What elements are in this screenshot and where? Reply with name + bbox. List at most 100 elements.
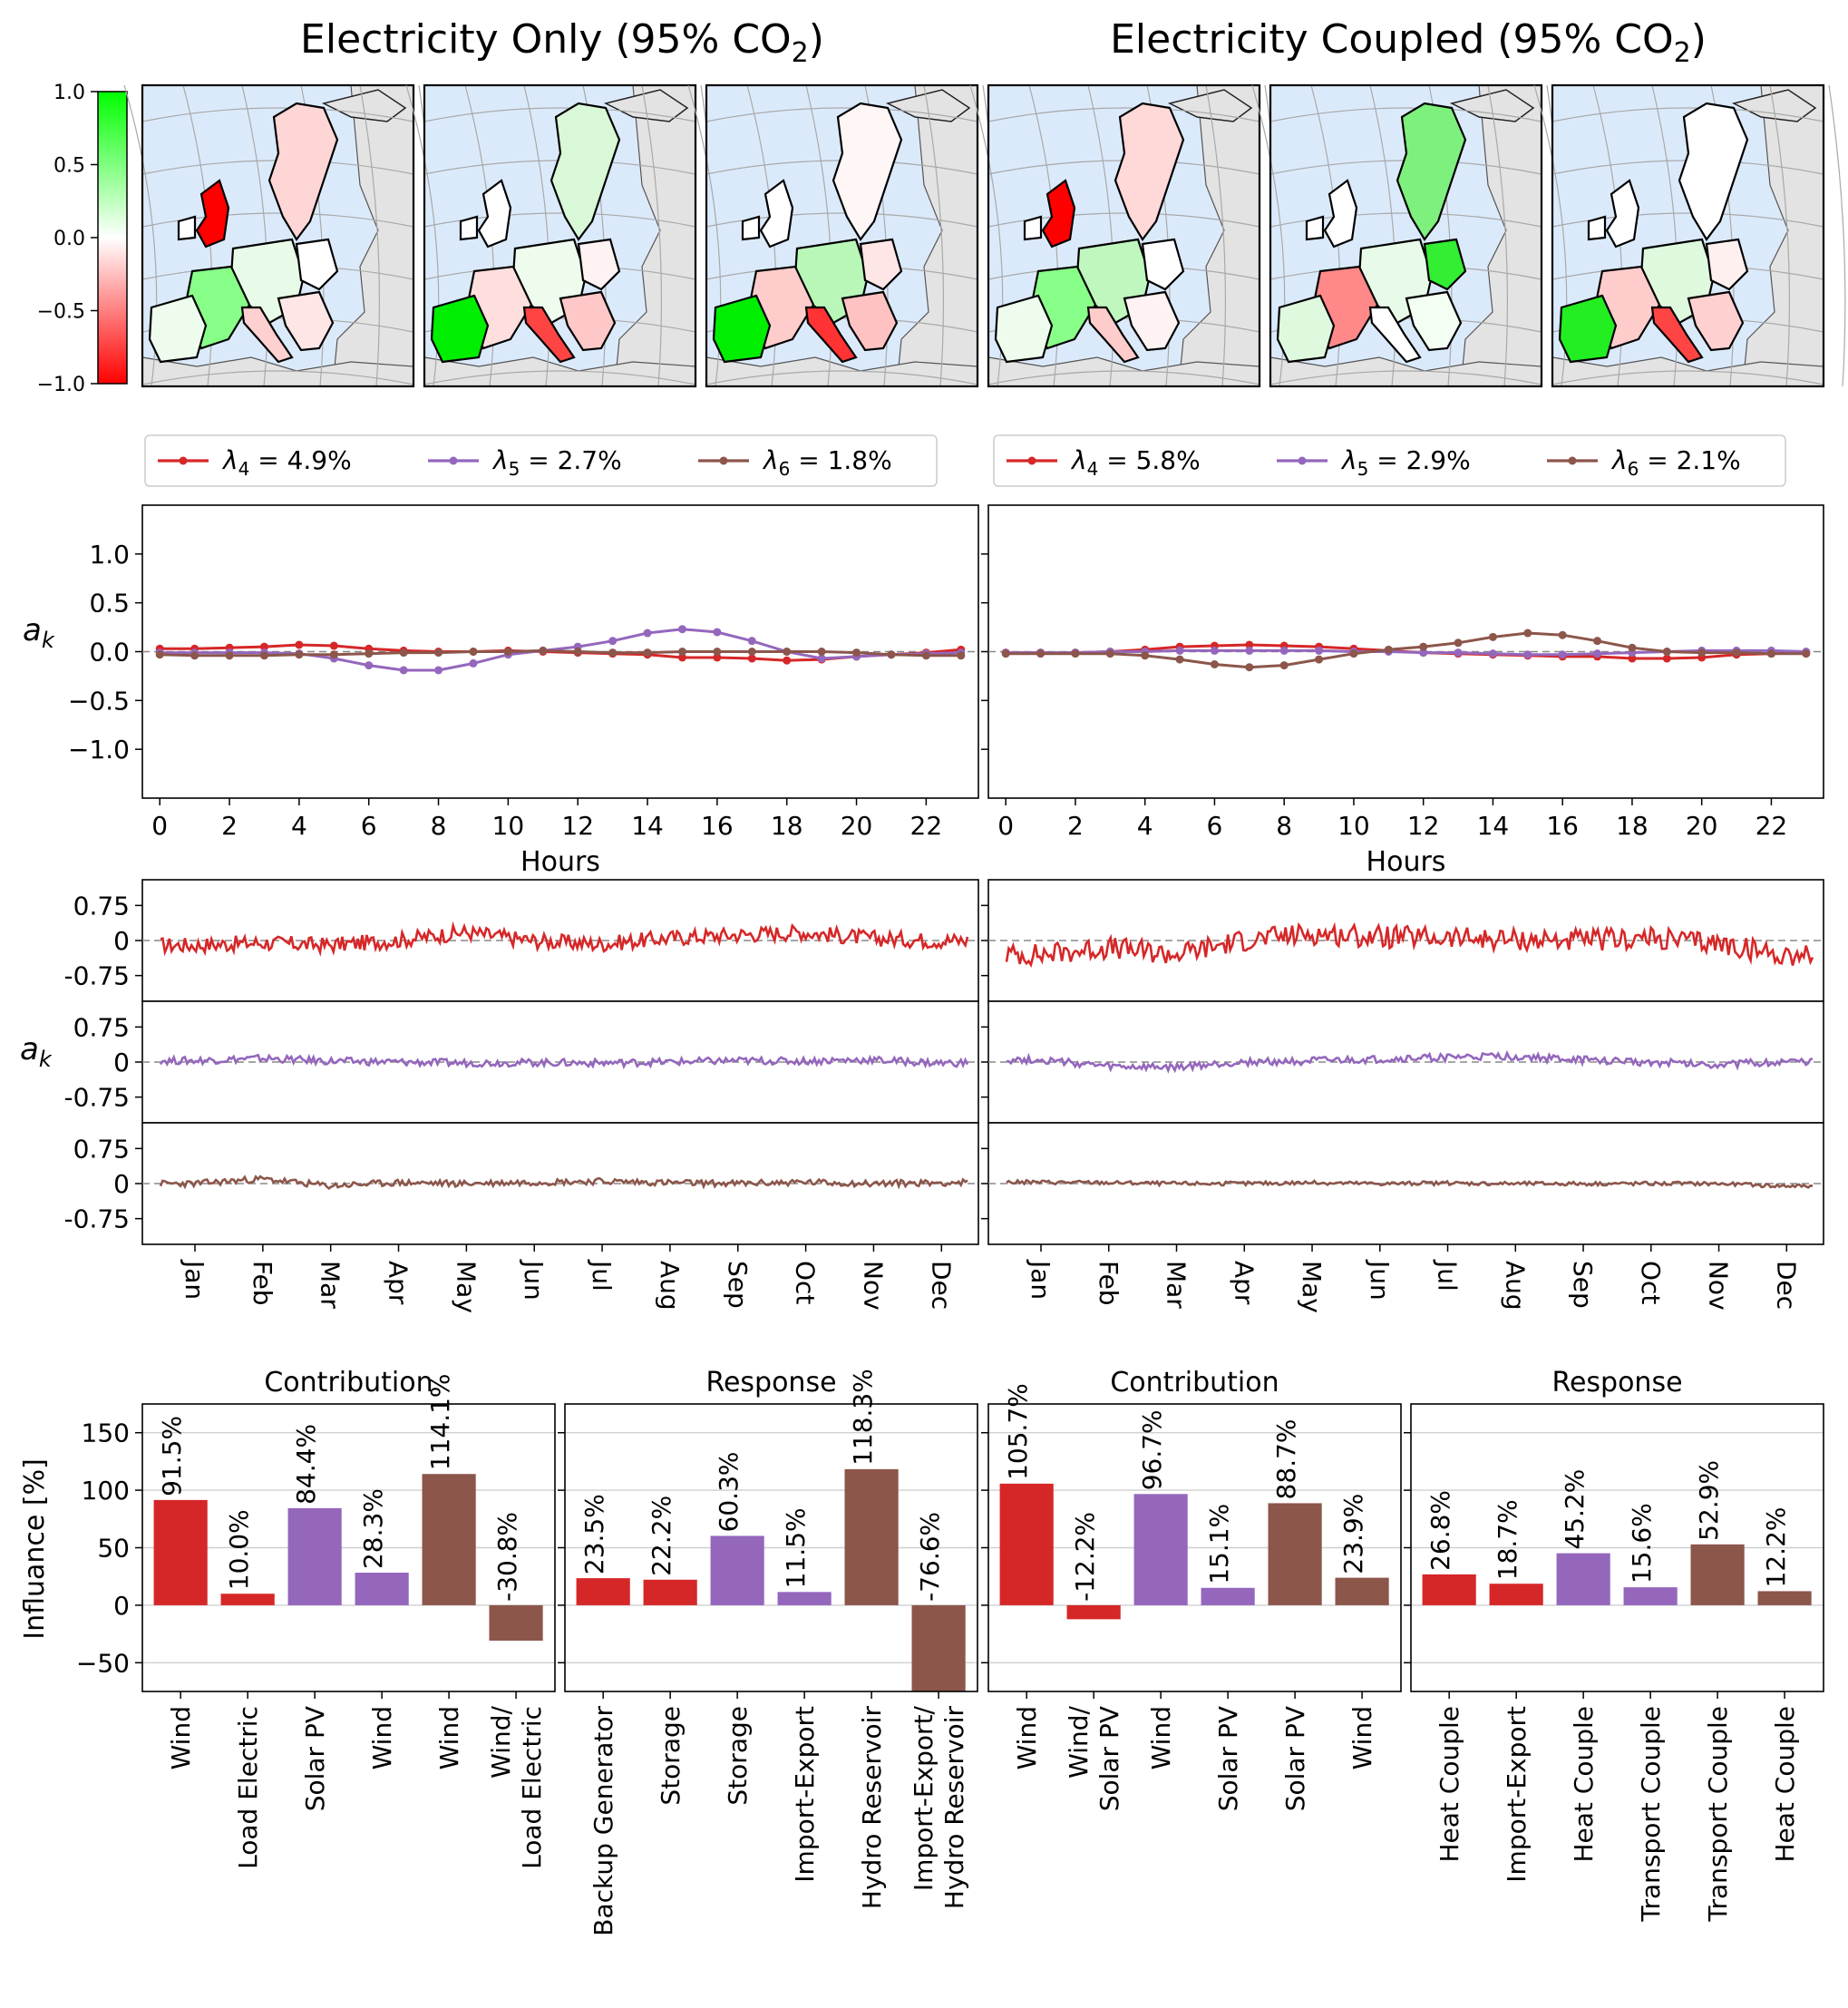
series-marker	[1210, 646, 1219, 655]
europe-maps	[123, 83, 1846, 388]
map-great-britain	[195, 179, 230, 249]
series-marker	[469, 648, 478, 656]
bar-value-label: 18.7%	[1493, 1499, 1522, 1580]
legend-marker	[179, 456, 188, 465]
x-tick-label: 2	[1067, 811, 1084, 841]
series-marker	[817, 654, 826, 663]
europe-map	[1251, 83, 1564, 388]
series-marker	[747, 654, 756, 663]
x-tick-label: 0	[151, 811, 168, 841]
series-marker	[225, 651, 234, 660]
x-tick-label: Heat Couple	[1569, 1706, 1599, 1863]
series-marker	[1488, 649, 1497, 658]
series-line	[1006, 1178, 1814, 1189]
x-tick-label: 2	[221, 811, 238, 841]
bar	[1623, 1587, 1678, 1605]
map-scandinavia	[832, 102, 903, 241]
series-marker	[1245, 646, 1254, 655]
series-marker	[1245, 663, 1254, 672]
bar-value-label: 22.2%	[647, 1496, 676, 1576]
x-tick-label: Dec	[1771, 1261, 1801, 1310]
series-marker	[1105, 649, 1114, 658]
x-tick-label: Apr	[384, 1261, 413, 1305]
x-tick-label: Import-Export	[1502, 1706, 1532, 1883]
x-tick-label: Aug	[655, 1261, 685, 1311]
bar	[1133, 1494, 1188, 1605]
bar	[287, 1507, 342, 1605]
bar-value-label: 23.9%	[1338, 1494, 1368, 1574]
colorbar: 1.0 0.5 0.0 −0.5 −1.0	[37, 82, 128, 396]
series-marker	[1454, 638, 1463, 648]
series-marker	[1419, 648, 1428, 658]
x-tick-label: Wind	[367, 1706, 397, 1769]
x-tick-label: Jun	[1365, 1259, 1395, 1301]
map-eastern-europe	[1423, 238, 1467, 291]
legend-frame	[144, 434, 938, 487]
x-tick-label: Solar PV	[300, 1706, 330, 1811]
series-marker	[852, 648, 861, 658]
legend-label: λ6 = 1.8%	[762, 445, 892, 480]
x-tick-label: Sep	[723, 1261, 753, 1309]
series-marker	[399, 666, 408, 675]
bar-value-label: 15.1%	[1204, 1504, 1234, 1584]
x-tick-label: Hydro Reservoir	[857, 1706, 887, 1910]
map-balkans	[559, 290, 617, 352]
x-tick-label: 14	[631, 811, 664, 841]
series-marker	[1628, 643, 1637, 652]
bar-value-label: 114.1%	[425, 1373, 455, 1470]
bar-chart-title: Contribution	[264, 1367, 433, 1399]
map-iberia	[994, 294, 1054, 364]
x-tick-label: 12	[1407, 811, 1440, 841]
y-tick-label: -0.75	[64, 1204, 130, 1234]
series-marker	[1245, 640, 1254, 649]
x-tick-label: May	[1297, 1261, 1327, 1313]
x-tick-label: Storage	[723, 1706, 753, 1806]
x-tick-label: 18	[771, 811, 803, 841]
map-parallel	[1269, 107, 1542, 122]
x-tick-label: Backup Generator	[588, 1706, 618, 1936]
map-parallel	[705, 370, 978, 385]
bar	[999, 1483, 1054, 1605]
map-parallel	[1551, 212, 1824, 228]
map-parallel	[423, 370, 696, 385]
map-balkans	[1123, 290, 1181, 352]
map-iberia	[430, 294, 490, 364]
bar	[1422, 1574, 1476, 1605]
x-tick-label: Feb	[1094, 1261, 1123, 1306]
x-tick-label: Jun	[519, 1259, 549, 1301]
europe-map	[969, 83, 1282, 388]
bar-chart: Contribution 105.7% Wind -12.2% Wind/Solar P…	[981, 1367, 1402, 1811]
series-marker	[539, 646, 548, 655]
series-line	[159, 1175, 968, 1191]
bar	[1201, 1587, 1255, 1605]
legend-label: λ4 = 4.9%	[221, 445, 352, 480]
bar	[153, 1499, 208, 1605]
bar-value-label: 84.4%	[291, 1424, 321, 1505]
map-land-north	[1167, 89, 1253, 122]
x-tick-label: 16	[701, 811, 734, 841]
series-marker	[643, 629, 652, 638]
y-tick-label: 50	[97, 1534, 130, 1564]
series-line	[159, 1053, 969, 1070]
map-parallel	[1551, 107, 1824, 122]
bar	[911, 1604, 966, 1691]
bar-value-label: 12.2%	[1761, 1506, 1791, 1587]
series-marker	[1384, 645, 1393, 654]
map-ireland	[459, 215, 479, 241]
map-meridian	[1205, 84, 1227, 387]
x-tick-label: Nov	[1704, 1261, 1734, 1311]
map-parallel	[423, 212, 696, 228]
x-tick-label: Jul	[1433, 1259, 1463, 1292]
map-iberia	[712, 294, 772, 364]
bar-chart-title: Contribution	[1110, 1367, 1279, 1399]
map-frame	[423, 83, 697, 388]
series-marker	[434, 666, 443, 675]
y-tick-label: 0.75	[73, 1134, 130, 1164]
series-marker	[1766, 649, 1775, 658]
x-tick-label: 10	[492, 811, 525, 841]
x-tick-label: Wind/	[486, 1705, 516, 1778]
seasonal-plot: 0.75 0 -0.75	[64, 879, 979, 1002]
legend-marker	[1298, 456, 1307, 465]
bar-value-label: 10.0%	[224, 1509, 254, 1590]
